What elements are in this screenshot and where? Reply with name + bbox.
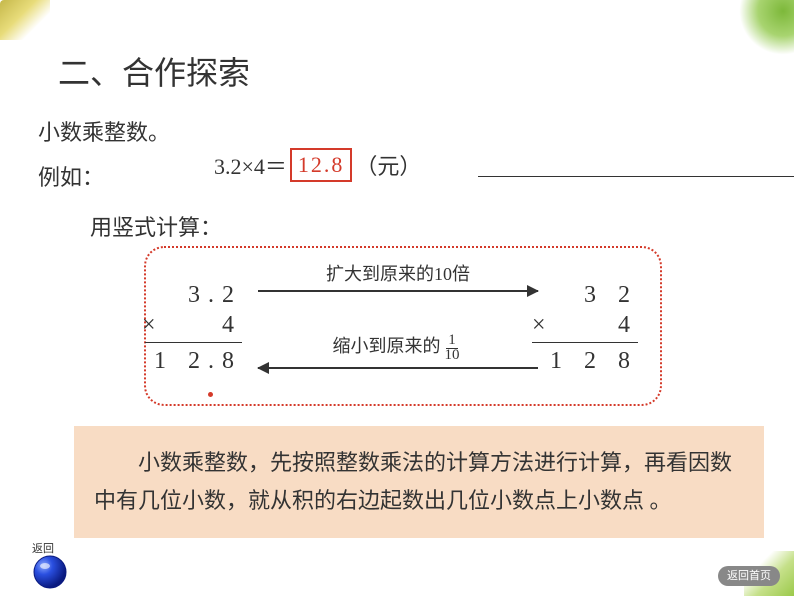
decor-top-right [739, 0, 794, 55]
back-sphere-button[interactable] [32, 554, 68, 590]
decimal-dot-icon [208, 392, 213, 397]
fraction: 110 [443, 333, 462, 363]
topic-text: 小数乘整数。 [38, 115, 170, 147]
vertical-calc-left: 3.2 4 1 2.8 [170, 280, 242, 376]
section-title: 二、合作探索 [58, 48, 250, 94]
arrow-area: 扩大到原来的10倍 缩小到原来的110 [258, 260, 538, 369]
equation-underline [478, 176, 794, 177]
summary-box: 小数乘整数，先按照整数乘法的计算方法进行计算，再看因数中有几位小数，就从积的右边… [74, 426, 764, 538]
equation-unit: （元） [355, 149, 421, 181]
example-label: 例如： [38, 160, 104, 192]
equation: 3.2×4＝ 12.8 （元） [214, 148, 421, 182]
vcalc-left-mult: 4 [170, 310, 242, 340]
fraction-den: 10 [443, 347, 462, 363]
vertical-calc-right: 3 2 4 1 2 8 [560, 280, 638, 376]
vcalc-right-top: 3 2 [560, 280, 638, 310]
arrow-bottom-label-text: 缩小到原来的 [333, 336, 441, 356]
vcalc-left-bar [145, 342, 242, 343]
return-home-button[interactable]: 返回首页 [718, 566, 780, 586]
vcalc-left-top: 3.2 [170, 280, 242, 310]
equation-answer-box: 12.8 [290, 148, 353, 182]
arrow-left-icon [258, 367, 538, 369]
arrow-right-icon [258, 290, 538, 292]
vertical-calc-label: 用竖式计算： [90, 210, 222, 242]
arrow-top-label: 扩大到原来的10倍 [258, 260, 538, 286]
decor-top-left [0, 0, 50, 40]
vcalc-left-result: 1 2.8 [152, 346, 242, 376]
vcalc-right-bar [532, 342, 638, 343]
equation-lhs: 3.2×4＝ [214, 149, 287, 181]
vcalc-right-result: 1 2 8 [540, 346, 638, 376]
vcalc-right-mult: 4 [560, 310, 638, 340]
arrow-bottom-label: 缩小到原来的110 [258, 332, 538, 363]
